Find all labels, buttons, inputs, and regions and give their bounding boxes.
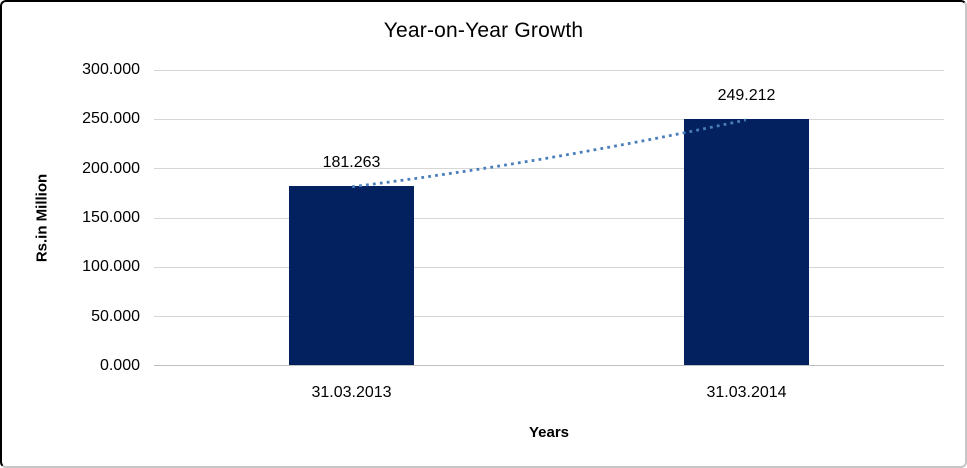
- gridline: [154, 69, 944, 71]
- gridline: [154, 316, 944, 318]
- y-tick-label: 200.000: [82, 159, 140, 177]
- y-tick-label: 300.000: [82, 61, 140, 78]
- y-tick-label: 50.000: [91, 307, 140, 325]
- plot-area: [154, 69, 944, 366]
- y-tick-label: 150.000: [82, 209, 140, 226]
- trendline: [351, 118, 747, 189]
- x-axis-title: Years: [528, 424, 570, 441]
- y-tick-label: 0.000: [99, 357, 140, 374]
- gridline: [154, 217, 944, 219]
- y-tick-label: 100.000: [82, 258, 140, 276]
- bar: [684, 119, 809, 365]
- bar-data-label: 181.263: [322, 154, 381, 172]
- bar-data-label: 249.212: [717, 87, 776, 105]
- gridline: [154, 168, 944, 170]
- x-tick-label: 31.03.2014: [706, 384, 787, 401]
- gridline: [154, 266, 944, 268]
- y-tick-label: 250.000: [82, 110, 140, 128]
- x-tick-label: 31.03.2013: [311, 384, 392, 401]
- gridline: [154, 118, 944, 120]
- chart-title: Year-on-Year Growth: [383, 19, 584, 42]
- bar: [289, 186, 414, 365]
